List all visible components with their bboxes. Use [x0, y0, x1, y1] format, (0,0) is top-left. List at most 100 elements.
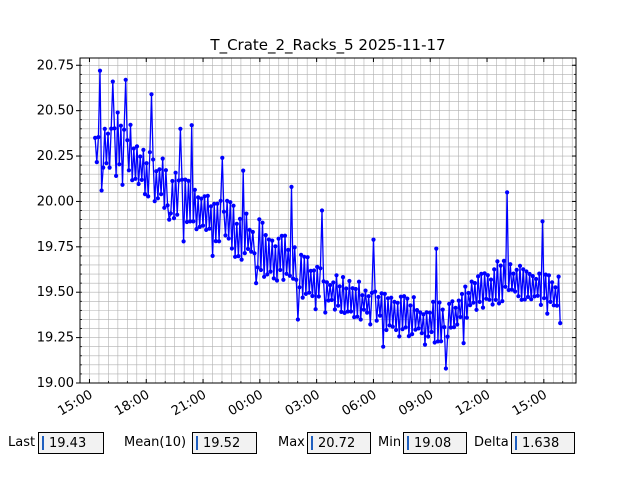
data-point: [350, 286, 355, 291]
data-point: [553, 285, 558, 290]
data-point: [297, 285, 302, 290]
min-value-field: 19.08: [403, 432, 467, 454]
data-point: [527, 271, 532, 277]
data-point: [151, 157, 156, 162]
data-point: [99, 188, 104, 193]
data-point: [125, 138, 130, 143]
x-tick-label: 06:00: [339, 387, 379, 419]
data-point: [178, 126, 183, 131]
data-point: [268, 269, 273, 274]
data-point: [408, 303, 413, 308]
data-point: [294, 277, 299, 282]
data-point: [495, 259, 500, 264]
data-point: [442, 325, 447, 330]
data-point: [205, 193, 210, 198]
data-point: [109, 126, 114, 131]
data-point: [476, 274, 481, 279]
data-point: [434, 246, 439, 251]
data-point: [96, 135, 101, 140]
data-point: [540, 219, 545, 224]
data-point: [398, 294, 403, 299]
min-label: Min: [378, 435, 402, 450]
data-point: [165, 203, 170, 208]
data-point: [554, 303, 560, 308]
data-point: [118, 123, 123, 128]
data-point: [353, 286, 358, 292]
data-point: [307, 290, 312, 295]
data-point: [146, 194, 151, 199]
data-point: [424, 310, 429, 315]
data-point: [254, 281, 259, 286]
data-point: [509, 287, 514, 292]
mean-label: Mean(10): [124, 435, 187, 450]
data-point: [374, 318, 379, 323]
data-point: [117, 162, 122, 167]
data-point: [162, 205, 167, 210]
data-point: [131, 146, 136, 151]
data-point: [200, 223, 206, 228]
data-point: [270, 238, 275, 243]
data-point: [218, 198, 223, 203]
data-point: [485, 273, 490, 278]
data-point: [258, 267, 263, 273]
data-point: [390, 324, 395, 329]
data-point: [163, 168, 168, 173]
data-point: [167, 217, 172, 222]
plot-frame: [79, 57, 577, 384]
max-label: Max: [278, 435, 305, 450]
text-cursor: [42, 435, 44, 450]
data-point: [358, 317, 363, 322]
data-point: [394, 327, 399, 333]
data-point: [112, 126, 117, 131]
data-point: [344, 286, 349, 291]
max-value-field: 20.72: [307, 432, 371, 454]
mean-value-field: 19.52: [192, 432, 257, 454]
data-point: [382, 291, 387, 296]
data-point: [532, 294, 537, 299]
data-point: [387, 323, 392, 328]
data-point: [450, 299, 455, 304]
data-point: [522, 297, 527, 302]
data-point: [369, 290, 374, 295]
plot-area: [80, 58, 576, 383]
data-point: [194, 227, 199, 232]
data-point: [458, 314, 463, 320]
data-point: [355, 314, 360, 319]
last-value-field: 19.43: [38, 432, 104, 454]
data-point: [186, 178, 191, 183]
data-point: [490, 302, 495, 307]
data-point: [183, 177, 188, 182]
data-point: [329, 297, 334, 303]
data-point: [503, 284, 508, 289]
data-point: [402, 294, 407, 299]
data-point: [170, 178, 175, 184]
data-point: [385, 296, 391, 301]
data-point: [414, 308, 420, 313]
data-point: [262, 274, 267, 279]
y-tick-label: 20.75: [37, 58, 74, 73]
data-point: [171, 216, 177, 221]
data-point: [239, 257, 244, 262]
data-point: [292, 245, 297, 250]
data-point: [316, 294, 321, 299]
data-point: [217, 239, 222, 244]
data-point: [419, 331, 424, 336]
data-point: [422, 342, 428, 347]
data-point: [482, 271, 487, 276]
data-point: [213, 239, 218, 244]
data-point: [279, 233, 284, 238]
data-point: [289, 184, 294, 189]
x-tick-label: 21:00: [169, 387, 209, 419]
data-point: [435, 339, 440, 344]
y-tick-label: 20.25: [37, 149, 74, 164]
data-point: [468, 303, 473, 308]
data-point: [500, 299, 505, 304]
data-point: [94, 160, 99, 165]
last-value: 19.43: [49, 436, 87, 451]
data-point: [234, 221, 239, 226]
data-point: [184, 219, 189, 225]
data-point: [501, 258, 506, 263]
data-point: [231, 203, 236, 208]
data-point: [464, 315, 469, 320]
data-point: [179, 177, 185, 182]
